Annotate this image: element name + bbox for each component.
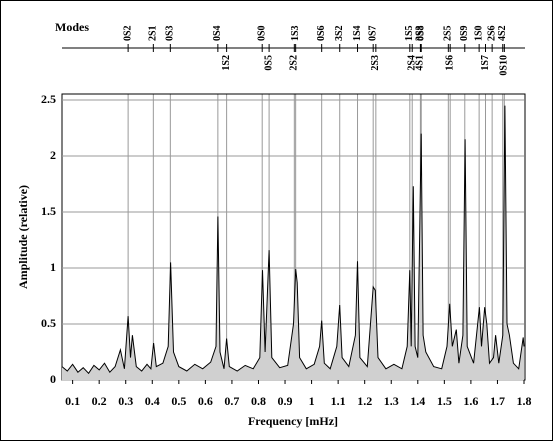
mode-label: 2S2 [289,55,300,71]
x-tick-label: 0.1 [65,394,80,408]
mode-label: 0S9 [459,25,470,41]
x-tick-label: 0.8 [251,394,266,408]
mode-label: 1S2 [221,55,232,71]
y-tick-label: 0.5 [41,316,56,330]
y-tick-label: 2 [50,148,56,162]
x-tick-label: 1.5 [437,394,452,408]
mode-label: 1S5 [404,25,415,41]
mode-label: 2S5 [443,25,454,41]
y-axis-label: Amplitude (relative) [16,185,30,289]
mode-label: 0S10 [499,55,510,76]
y-tick-label: 2.5 [41,92,56,106]
mode-label: 0S7 [367,25,378,41]
mode-label: 0S8 [416,25,427,41]
y-tick-label: 1.5 [41,204,56,218]
mode-label: 2S1 [148,25,159,41]
mode-label: 0S2 [122,25,133,41]
mode-label: 1S4 [352,25,363,41]
mode-label: 0S3 [165,25,176,41]
x-tick-label: 0.4 [145,394,160,408]
x-tick-label: 1 [309,394,315,408]
mode-label: 1S0 [473,25,484,41]
x-axis-label: Frequency [mHz] [248,414,338,428]
mode-label: 0S0 [256,25,267,41]
y-tick-label: 1 [50,260,56,274]
x-tick-label: 1.6 [463,394,478,408]
line [61,105,525,375]
x-tick-label: 0.7 [224,394,239,408]
x-tick-label: 0.6 [198,394,213,408]
mode-label: 2S3 [370,55,381,71]
x-tick-label: 0.3 [118,394,133,408]
chart-title: Modes [55,20,89,34]
x-tick-label: 0.5 [171,394,186,408]
mode-label: 3S3 [415,25,426,41]
x-tick-label: 1.3 [384,394,399,408]
x-tick-label: 1.4 [410,394,425,408]
mode-label: 1S3 [290,25,301,41]
mode-label: 0S6 [316,25,327,41]
x-tick-label: 1.8 [517,394,532,408]
mode-label: 3S2 [334,25,345,41]
mode-label: 4S2 [497,25,508,41]
mode-label: 0S4 [212,25,223,41]
x-tick-label: 1.1 [331,394,346,408]
mode-label: 2S6 [486,25,497,41]
mode-label: 4S1 [415,55,426,71]
mode-label: 2S4 [407,55,418,71]
y-tick-label: 0 [50,372,56,386]
x-tick-label: 1.7 [490,394,505,408]
x-tick-label: 1.2 [357,394,372,408]
mode-label: 1S7 [480,55,491,71]
mode-label: 0S5 [263,55,274,71]
mode-label: 1S6 [444,55,455,71]
x-tick-label: 0.9 [278,394,293,408]
x-tick-label: 0.2 [92,394,107,408]
